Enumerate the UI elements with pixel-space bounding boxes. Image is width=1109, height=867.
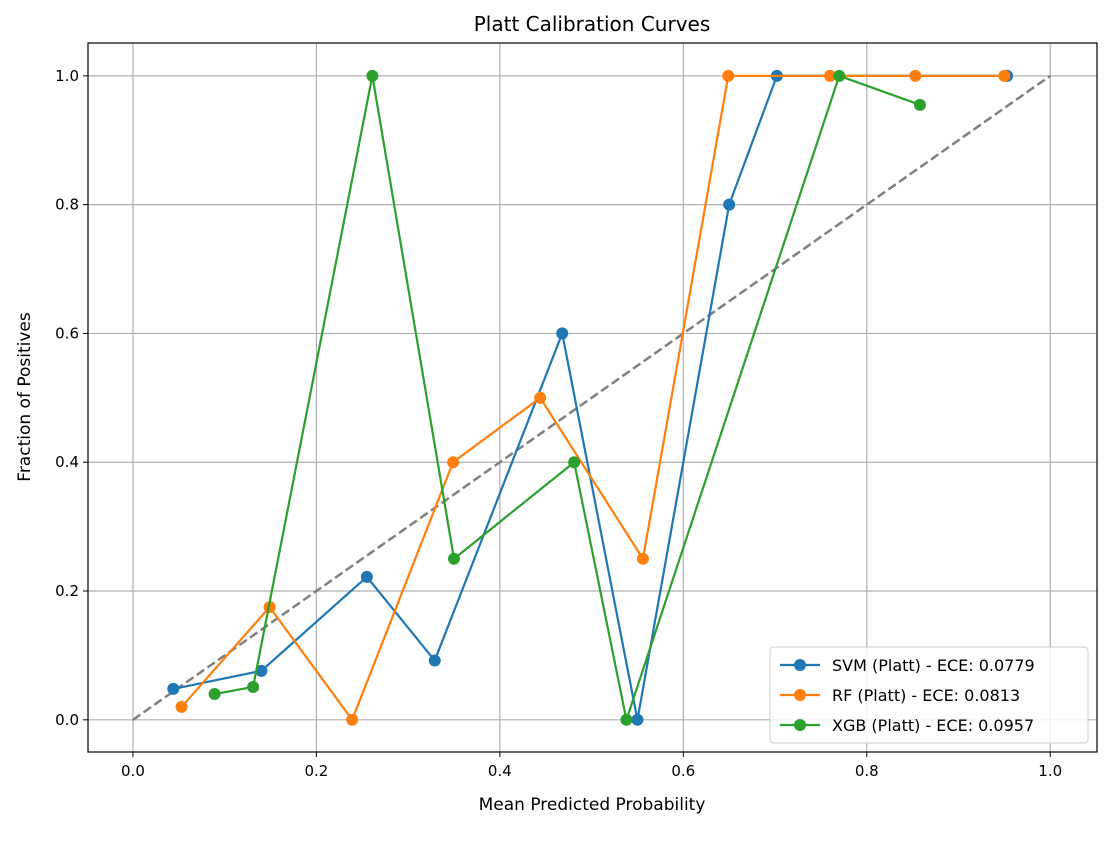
data-point-1 [636,552,649,565]
data-point-0 [255,664,268,677]
grid [88,43,1097,752]
axes-frame [87,42,1098,753]
data-point-0 [631,713,644,726]
data-point-2 [208,688,221,701]
legend-label: XGB (Platt) - ECE: 0.0957 [832,716,1034,735]
x-tick-label: 0.0 [121,762,145,780]
legend: SVM (Platt) - ECE: 0.0779 RF (Platt) - EC… [769,646,1089,744]
plot-area [132,69,1051,726]
legend-marker [794,719,806,731]
chart-title: Platt Calibration Curves [474,12,711,36]
legend-marker [794,659,806,671]
data-point-1 [534,391,547,404]
y-axis-label: Fraction of Positives [15,312,35,482]
data-point-1 [909,69,922,82]
data-point-1 [722,69,735,82]
data-point-2 [247,680,260,693]
data-point-0 [723,198,736,211]
data-point-1 [998,69,1011,82]
ticks: 0.0 0.2 0.4 0.6 0.8 1.0 0.0 0.2 0.4 0.6 0.8 1.0 [55,67,1062,780]
data-point-1 [175,700,188,713]
legend-label: SVM (Platt) - ECE: 0.0779 [832,656,1035,675]
data-point-2 [620,713,633,726]
y-tick-label: 0.0 [55,711,79,729]
data-point-1 [824,69,837,82]
y-tick-label: 0.8 [55,196,79,214]
data-point-0 [360,570,373,583]
series-line-1 [180,74,1005,723]
x-tick-label: 1.0 [1038,762,1062,780]
data-point-1 [346,713,359,726]
y-tick-label: 0.4 [55,453,79,471]
data-point-0 [556,327,569,340]
data-point-2 [447,552,460,565]
legend-label: RF (Platt) - ECE: 0.0813 [832,686,1020,705]
x-tick-label: 0.6 [671,762,695,780]
data-point-2 [366,69,379,82]
legend-marker [794,689,806,701]
legend-box [769,646,1089,744]
data-point-0 [167,682,180,695]
perfect-calibration-line [132,74,1051,721]
x-tick-label: 0.4 [488,762,512,780]
series-line-2 [214,74,921,725]
y-tick-label: 0.2 [55,582,79,600]
y-tick-label: 1.0 [55,67,79,85]
data-point-2 [833,69,846,82]
data-point-1 [447,456,460,469]
data-point-0 [428,654,441,667]
y-tick-label: 0.6 [55,324,79,342]
x-axis-label: Mean Predicted Probability [479,795,706,815]
data-point-2 [568,456,581,469]
x-tick-label: 0.2 [304,762,328,780]
x-tick-label: 0.8 [855,762,879,780]
data-point-2 [913,98,926,111]
